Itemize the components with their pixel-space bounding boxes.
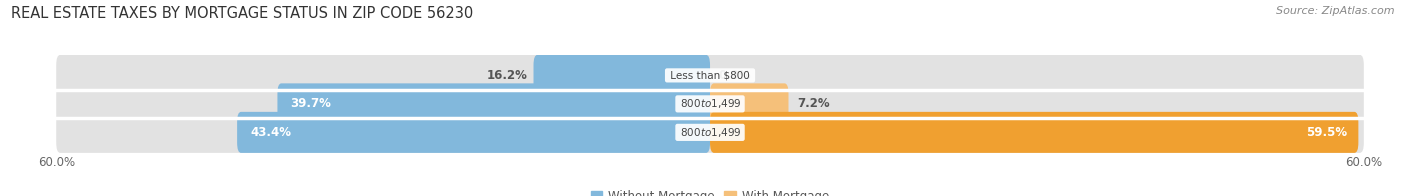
Text: 0.0%: 0.0% [718, 69, 751, 82]
Text: 59.5%: 59.5% [1306, 126, 1347, 139]
FancyBboxPatch shape [533, 55, 710, 96]
Text: 16.2%: 16.2% [488, 69, 529, 82]
FancyBboxPatch shape [710, 83, 789, 124]
Text: $800 to $1,499: $800 to $1,499 [678, 126, 742, 139]
FancyBboxPatch shape [56, 112, 1364, 153]
FancyBboxPatch shape [277, 83, 710, 124]
Text: Less than $800: Less than $800 [666, 70, 754, 80]
FancyBboxPatch shape [710, 112, 1358, 153]
Text: 39.7%: 39.7% [291, 97, 332, 110]
FancyBboxPatch shape [238, 112, 710, 153]
FancyBboxPatch shape [56, 83, 1364, 124]
Legend: Without Mortgage, With Mortgage: Without Mortgage, With Mortgage [586, 185, 834, 196]
Text: Source: ZipAtlas.com: Source: ZipAtlas.com [1277, 6, 1395, 16]
Text: 7.2%: 7.2% [797, 97, 830, 110]
Text: 43.4%: 43.4% [250, 126, 291, 139]
FancyBboxPatch shape [56, 55, 1364, 96]
Text: $800 to $1,499: $800 to $1,499 [678, 97, 742, 110]
Text: REAL ESTATE TAXES BY MORTGAGE STATUS IN ZIP CODE 56230: REAL ESTATE TAXES BY MORTGAGE STATUS IN … [11, 6, 474, 21]
